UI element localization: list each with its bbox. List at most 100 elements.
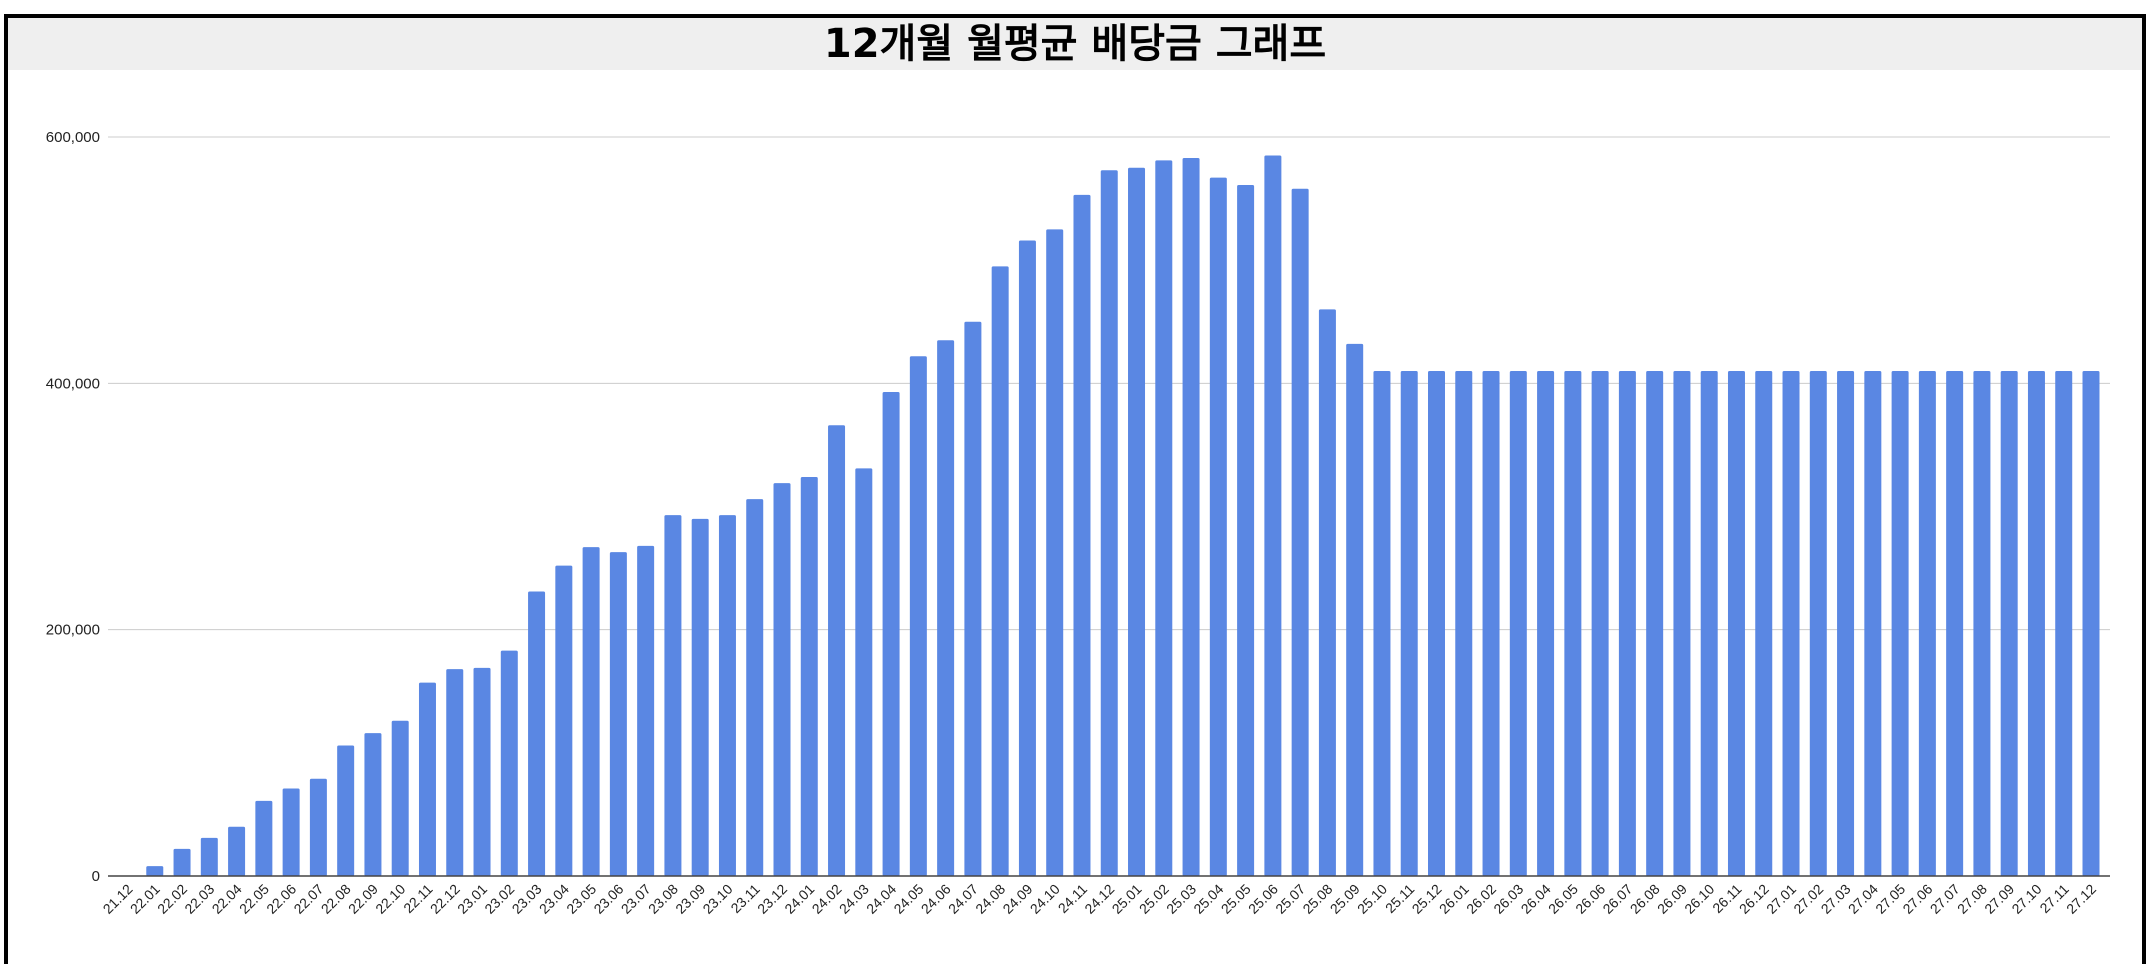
x-tick-label: 25.03 — [1163, 881, 1199, 917]
bar — [555, 565, 573, 876]
x-tick-label: 26.11 — [1709, 881, 1745, 917]
bar — [1100, 170, 1118, 876]
bar — [1809, 371, 1827, 876]
bar — [173, 848, 191, 876]
x-tick-label: 22.12 — [427, 881, 463, 917]
bar — [1646, 371, 1664, 876]
bar — [746, 499, 764, 876]
x-tick-label: 25.04 — [1190, 881, 1226, 917]
x-tick-label: 26.06 — [1572, 881, 1608, 917]
bar — [528, 591, 546, 876]
x-tick-label: 26.10 — [1681, 881, 1717, 917]
x-tick-label: 24.06 — [918, 881, 954, 917]
x-tick-label: 25.12 — [1409, 881, 1445, 917]
x-tick-label: 25.10 — [1354, 881, 1390, 917]
x-tick-label: 22.08 — [318, 881, 354, 917]
bar — [1155, 160, 1173, 876]
bar — [1237, 185, 1255, 876]
x-tick-label: 22.05 — [236, 881, 272, 917]
x-tick-label: 22.06 — [263, 881, 299, 917]
y-tick-label: 200,000 — [46, 622, 100, 639]
x-tick-label: 24.07 — [945, 881, 981, 917]
x-tick-label: 27.01 — [1763, 881, 1799, 917]
x-tick-label: 27.04 — [1845, 881, 1881, 917]
bar — [718, 515, 736, 876]
x-tick-label: 25.02 — [1136, 881, 1172, 917]
x-tick-label: 24.12 — [1081, 881, 1117, 917]
x-tick-label: 23.04 — [536, 881, 572, 917]
bar — [1128, 167, 1146, 876]
x-tick-label: 22.03 — [181, 881, 217, 917]
y-tick-label: 0 — [92, 868, 100, 885]
bar — [1046, 229, 1064, 876]
x-tick-label: 22.07 — [290, 881, 326, 917]
bar — [1073, 194, 1091, 877]
bar — [1618, 371, 1636, 876]
x-tick-label: 27.03 — [1818, 881, 1854, 917]
x-tick-label: 27.09 — [1981, 881, 2017, 917]
x-tick-label: 26.07 — [1599, 881, 1635, 917]
x-tick-label: 22.04 — [209, 881, 245, 917]
bar — [1673, 371, 1691, 876]
title-bar: 12개월 월평균 배당금 그래프 — [8, 18, 2142, 70]
y-axis-ticks: 0 200,000 400,000 600,000 — [46, 129, 100, 885]
x-tick-label: 27.05 — [1872, 881, 1908, 917]
chart-title: 12개월 월평균 배당금 그래프 — [823, 21, 1327, 67]
x-tick-label: 26.12 — [1736, 881, 1772, 917]
x-tick-label: 23.03 — [509, 881, 545, 917]
x-tick-label: 24.03 — [836, 881, 872, 917]
bars — [146, 155, 2100, 877]
bar — [1400, 371, 1418, 876]
bar — [582, 547, 600, 876]
x-tick-label: 25.09 — [1327, 881, 1363, 917]
bar — [1973, 371, 1991, 876]
bar — [609, 552, 627, 876]
x-tick-label: 24.09 — [999, 881, 1035, 917]
x-tick-label: 24.11 — [1055, 881, 1091, 917]
x-tick-label: 24.02 — [809, 881, 845, 917]
x-tick-label: 23.11 — [727, 881, 763, 917]
bar — [2055, 371, 2073, 876]
x-tick-label: 26.04 — [1518, 881, 1554, 917]
bar — [1209, 177, 1227, 876]
bar — [937, 340, 955, 877]
x-tick-label: 25.08 — [1299, 881, 1335, 917]
x-tick-label: 26.09 — [1654, 881, 1690, 917]
bar — [391, 720, 409, 876]
x-tick-label: 26.01 — [1436, 881, 1472, 917]
x-tick-label: 24.01 — [781, 881, 817, 917]
bar — [964, 321, 982, 876]
x-tick-label: 25.07 — [1272, 881, 1308, 917]
bar — [337, 745, 355, 876]
bar — [1537, 371, 1555, 876]
bar — [418, 682, 436, 876]
x-tick-label: 26.02 — [1463, 881, 1499, 917]
x-tick-label: 22.09 — [345, 881, 381, 917]
y-tick-label: 400,000 — [46, 375, 100, 392]
bar — [146, 866, 164, 876]
bar — [637, 545, 655, 876]
chart-frame — [4, 14, 2146, 964]
x-tick-label: 24.05 — [890, 881, 926, 917]
bar — [1182, 157, 1200, 876]
bar — [1864, 371, 1882, 876]
x-tick-label: 27.02 — [1790, 881, 1826, 917]
bar — [1782, 371, 1800, 876]
bar — [2082, 371, 2100, 876]
bar — [228, 826, 246, 876]
bar — [1455, 371, 1473, 876]
bar — [909, 356, 927, 876]
bar — [1700, 371, 1718, 876]
bar — [1591, 371, 1609, 876]
bar — [364, 733, 382, 876]
x-tick-label: 23.08 — [645, 881, 681, 917]
bar — [773, 483, 791, 876]
bar — [500, 650, 518, 876]
bar — [473, 667, 491, 876]
bar — [2000, 371, 2018, 876]
x-tick-label: 23.07 — [618, 881, 654, 917]
x-tick-label: 24.10 — [1027, 881, 1063, 917]
x-tick-label: 24.08 — [972, 881, 1008, 917]
bar — [1428, 371, 1445, 876]
